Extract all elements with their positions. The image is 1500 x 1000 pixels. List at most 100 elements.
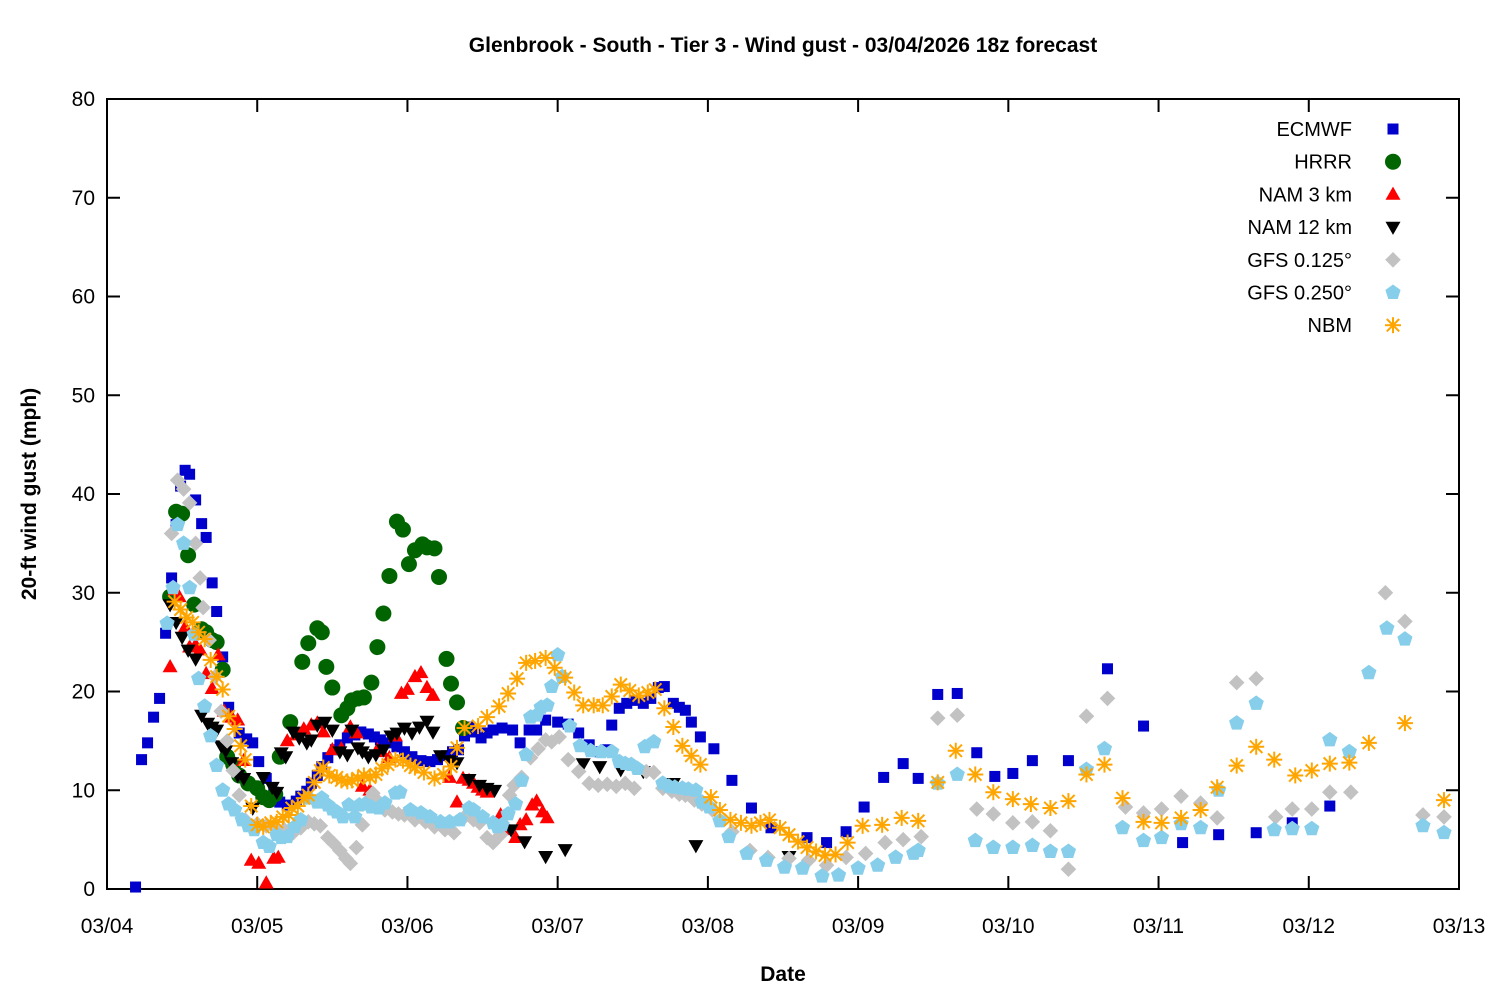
data-point (1266, 751, 1283, 768)
data-point (419, 715, 435, 729)
data-point (396, 807, 413, 823)
data-point (136, 754, 148, 766)
data-point (279, 733, 295, 747)
data-point (814, 868, 830, 883)
data-point (166, 593, 183, 610)
triangle-up-marker (1385, 186, 1401, 200)
data-point (562, 718, 578, 733)
asterisk-marker (1005, 792, 1020, 807)
triangle-down-marker (209, 724, 225, 738)
data-point (170, 516, 186, 532)
diamond-marker (1267, 809, 1284, 825)
data-point (821, 837, 833, 849)
data-point (552, 716, 564, 728)
data-point (1377, 584, 1394, 601)
data-point (1229, 715, 1245, 730)
diamond-marker (530, 740, 546, 757)
data-point (658, 681, 670, 693)
data-point (801, 832, 813, 844)
pentagon-marker (261, 838, 277, 854)
legend-marker (1385, 221, 1401, 235)
data-point (355, 689, 372, 706)
data-point (708, 743, 720, 755)
data-point (665, 719, 682, 736)
square-marker (858, 801, 870, 813)
asterisk-marker (712, 803, 727, 817)
data-point (424, 756, 436, 768)
pentagon-marker (452, 811, 468, 827)
triangle-down-marker (389, 727, 405, 741)
data-point (850, 860, 866, 875)
data-point (1397, 631, 1413, 646)
asterisk-marker (948, 743, 963, 758)
triangle-up-marker (192, 642, 208, 656)
diamond-marker (913, 828, 930, 845)
data-point (391, 741, 403, 753)
y-tick-label: 30 (72, 582, 95, 605)
asterisk-marker (818, 848, 832, 863)
square-marker (765, 822, 777, 834)
data-point (261, 838, 277, 854)
square-marker (166, 572, 178, 584)
data-point (289, 798, 306, 815)
data-point (1284, 801, 1301, 817)
data-point (910, 812, 927, 829)
data-point (667, 697, 679, 709)
data-point (629, 760, 645, 775)
pentagon-marker (850, 860, 866, 875)
asterisk-marker (290, 799, 305, 813)
diamond-marker (1322, 784, 1338, 801)
circle-marker (400, 556, 417, 573)
data-point (174, 631, 190, 645)
asterisk-marker (238, 752, 253, 767)
data-point (1007, 767, 1019, 779)
data-point (195, 599, 211, 616)
asterisk-marker (576, 698, 591, 713)
data-point (394, 521, 411, 538)
data-point (897, 758, 909, 770)
asterisk-marker (519, 655, 534, 670)
square-marker (274, 796, 286, 808)
data-point (154, 692, 166, 704)
square-marker (667, 697, 679, 709)
data-point (575, 758, 591, 772)
data-point (1026, 755, 1038, 767)
data-point (1379, 620, 1395, 635)
pentagon-marker (1397, 631, 1413, 646)
asterisk-marker (1437, 793, 1451, 808)
data-point (932, 688, 944, 700)
data-point (176, 535, 192, 550)
triangle-down-marker (324, 724, 340, 738)
data-point (281, 799, 293, 811)
asterisk-marker (547, 660, 562, 675)
data-point (529, 793, 545, 807)
diamond-marker (626, 780, 643, 797)
diamond-marker (1385, 252, 1401, 268)
data-point (1284, 820, 1300, 836)
x-axis-label: Date (760, 963, 806, 986)
data-point (203, 727, 219, 743)
square-marker (630, 694, 642, 706)
diamond-marker (985, 806, 1002, 822)
pentagon-marker (550, 646, 566, 662)
data-point (1341, 743, 1357, 759)
pentagon-marker (814, 868, 830, 883)
data-point (354, 778, 370, 792)
triangle-down-marker (218, 745, 234, 759)
data-point (947, 742, 964, 759)
triangle-up-marker (518, 812, 534, 826)
triangle-down-marker (592, 761, 608, 775)
diamond-marker (407, 812, 423, 828)
data-point (196, 518, 208, 530)
pentagon-marker (1284, 820, 1300, 836)
diamond-marker (1436, 809, 1452, 825)
y-tick-label: 40 (72, 483, 95, 506)
asterisk-marker (322, 768, 337, 783)
data-point (291, 732, 307, 746)
data-point (317, 716, 333, 730)
diamond-marker (396, 807, 413, 823)
pentagon-marker (494, 816, 510, 832)
data-point (1024, 837, 1040, 853)
asterisk-marker (233, 738, 248, 753)
